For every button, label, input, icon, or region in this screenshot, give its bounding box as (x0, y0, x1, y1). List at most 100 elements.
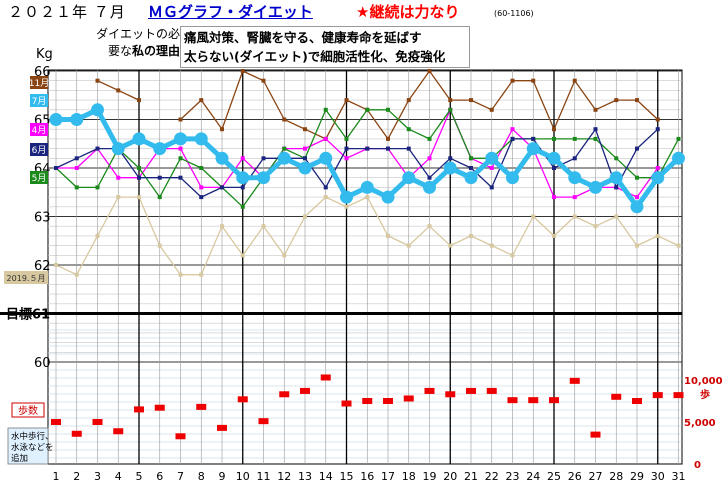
x-tick-label: 15 (340, 470, 354, 483)
x-tick-label: 24 (526, 470, 540, 483)
data-point (656, 166, 660, 170)
data-point (345, 147, 349, 151)
data-point (531, 215, 535, 219)
data-point (75, 185, 79, 189)
data-point (511, 79, 515, 83)
data-point (365, 108, 369, 112)
data-point (158, 195, 162, 199)
data-point (278, 152, 291, 165)
data-point (345, 156, 349, 160)
data-point (75, 156, 79, 160)
data-point (241, 253, 245, 257)
data-point (448, 156, 452, 160)
steps-marker (591, 432, 601, 438)
data-point (199, 166, 203, 170)
steps-marker (113, 428, 123, 434)
x-tick-label: 20 (443, 470, 457, 483)
legend-label: 5月 (32, 173, 47, 184)
steps-marker (155, 405, 165, 411)
steps-marker (259, 418, 269, 424)
data-point (241, 69, 245, 73)
data-point (407, 147, 411, 151)
data-point (303, 215, 307, 219)
x-tick-label: 12 (277, 470, 291, 483)
note-text: 水泳などを (11, 442, 54, 453)
data-point (428, 224, 432, 228)
data-point (485, 152, 498, 165)
data-point (96, 147, 100, 151)
steps-tick-label: 5,000 (684, 418, 716, 429)
x-tick-label: 28 (609, 470, 623, 483)
data-point (303, 127, 307, 131)
data-point (511, 253, 515, 257)
x-tick-label: 26 (568, 470, 582, 483)
steps-marker (300, 388, 310, 394)
data-point (552, 195, 556, 199)
x-tick-label: 5 (136, 470, 143, 483)
data-point (552, 137, 556, 141)
data-point (490, 166, 494, 170)
x-tick-label: 31 (672, 470, 686, 483)
data-point (303, 156, 307, 160)
data-point (54, 263, 58, 267)
steps-marker (383, 398, 393, 404)
data-point (490, 108, 494, 112)
steps-marker (508, 397, 518, 403)
data-point (407, 127, 411, 131)
data-point (75, 273, 79, 277)
data-point (656, 118, 660, 122)
steps-marker (196, 404, 206, 410)
x-tick-label: 30 (651, 470, 665, 483)
data-point (382, 191, 395, 204)
data-point (573, 137, 577, 141)
goal-label: 目標61 (6, 307, 50, 323)
data-point (324, 185, 328, 189)
data-point (116, 88, 120, 92)
data-point (594, 127, 598, 131)
x-tick-label: 19 (423, 470, 437, 483)
data-point (548, 152, 561, 165)
steps-marker (611, 394, 621, 400)
data-point (116, 176, 120, 180)
data-point (199, 185, 203, 189)
data-point (594, 108, 598, 112)
steps-marker (217, 425, 227, 431)
data-point (614, 215, 618, 219)
data-point (96, 234, 100, 238)
data-point (448, 98, 452, 102)
data-point (91, 103, 104, 116)
steps-marker (549, 397, 559, 403)
data-point (635, 176, 639, 180)
steps-unit-label: 歩 (700, 388, 710, 401)
x-tick-label: 3 (94, 470, 101, 483)
data-point (199, 273, 203, 277)
data-point (407, 98, 411, 102)
data-point (179, 176, 183, 180)
data-point (324, 137, 328, 141)
data-point (199, 98, 203, 102)
data-point (365, 147, 369, 151)
data-point (656, 127, 660, 131)
data-point (262, 79, 266, 83)
data-point (490, 244, 494, 248)
x-tick-label: 2 (73, 470, 80, 483)
x-tick-label: 17 (381, 470, 395, 483)
steps-marker (93, 419, 103, 425)
data-point (614, 156, 618, 160)
data-point (677, 244, 681, 248)
data-point (345, 205, 349, 209)
data-point (573, 195, 577, 199)
data-point (220, 185, 224, 189)
steps-legend-label: 歩数 (18, 404, 38, 417)
steps-marker (674, 392, 684, 398)
data-point (506, 171, 519, 184)
x-tick-label: 9 (219, 470, 226, 483)
x-tick-label: 21 (464, 470, 478, 483)
data-point (262, 224, 266, 228)
data-point (158, 244, 162, 248)
steps-marker (51, 419, 61, 425)
data-point (573, 79, 577, 83)
steps-marker (176, 433, 186, 439)
steps-marker (653, 392, 663, 398)
data-point (54, 166, 58, 170)
